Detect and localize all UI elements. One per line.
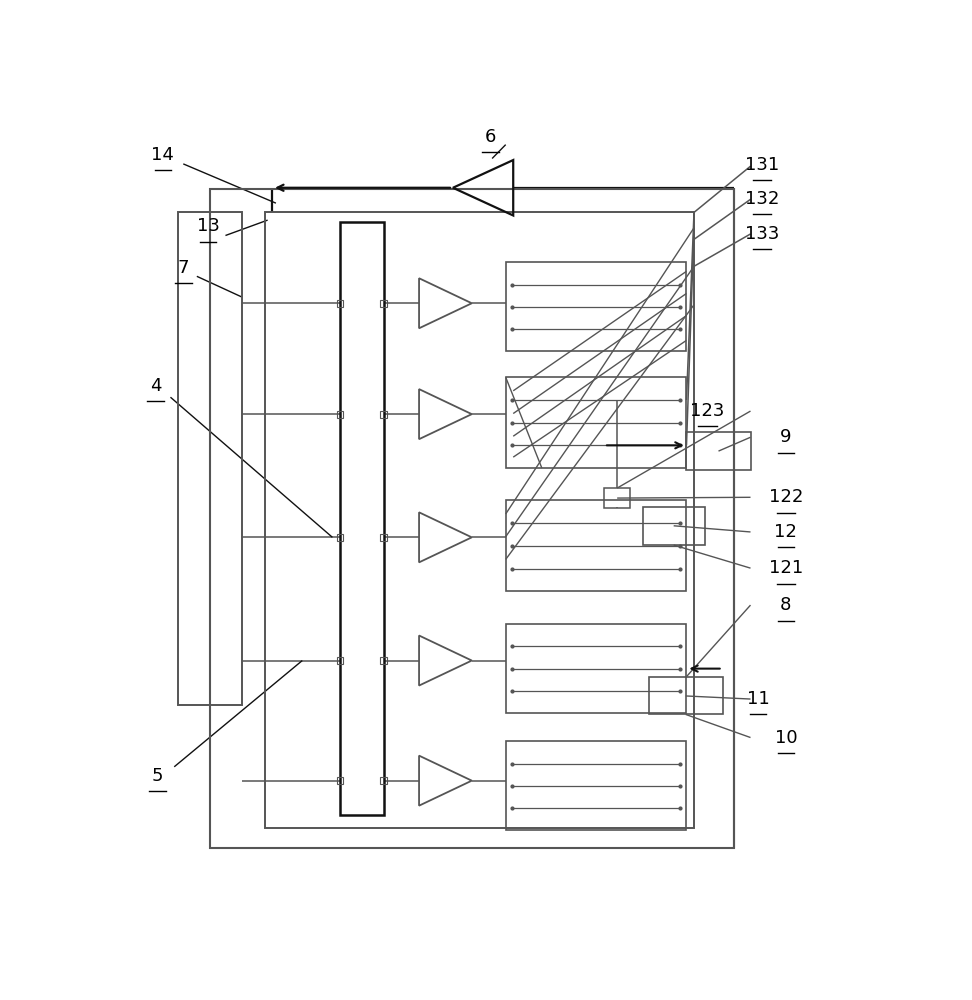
Text: 123: 123: [690, 402, 725, 420]
Bar: [505, 377, 686, 468]
Bar: [336, 657, 343, 664]
Text: 13: 13: [196, 217, 220, 235]
Text: 131: 131: [745, 156, 779, 174]
Text: 6: 6: [485, 128, 497, 146]
Text: 4: 4: [150, 377, 161, 395]
Bar: [505, 624, 686, 713]
Text: 121: 121: [769, 559, 803, 577]
Bar: [649, 677, 722, 714]
Bar: [380, 657, 387, 664]
Bar: [210, 189, 734, 848]
Bar: [336, 411, 343, 418]
Bar: [604, 488, 631, 508]
Text: 122: 122: [769, 488, 803, 506]
Text: 5: 5: [152, 767, 163, 785]
Bar: [336, 300, 343, 307]
Text: 132: 132: [745, 190, 779, 208]
Text: 11: 11: [746, 690, 770, 708]
Text: 7: 7: [178, 259, 189, 277]
Bar: [380, 300, 387, 307]
Text: 133: 133: [745, 225, 779, 243]
Text: 10: 10: [775, 729, 797, 747]
Bar: [686, 432, 750, 470]
Bar: [642, 507, 705, 545]
Text: 9: 9: [781, 428, 791, 446]
Bar: [380, 777, 387, 784]
Text: 12: 12: [775, 523, 797, 541]
Bar: [178, 212, 242, 705]
Bar: [340, 222, 384, 815]
Bar: [380, 411, 387, 418]
Text: 14: 14: [152, 146, 174, 164]
Bar: [505, 500, 686, 591]
Bar: [505, 741, 686, 830]
Bar: [264, 212, 694, 828]
Bar: [380, 534, 387, 541]
Bar: [336, 777, 343, 784]
Bar: [336, 534, 343, 541]
Text: 8: 8: [781, 596, 791, 614]
Bar: [505, 262, 686, 351]
